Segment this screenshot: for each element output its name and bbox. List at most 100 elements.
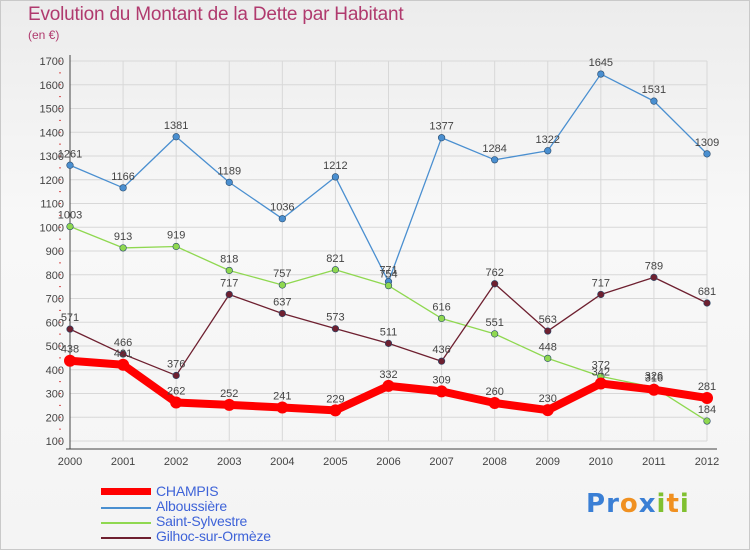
series-1-point <box>491 330 499 338</box>
grid <box>69 60 708 442</box>
y-tick-label: 1700 <box>40 56 64 68</box>
series-3-data-label: 262 <box>167 386 185 398</box>
series-0-data-label: 1531 <box>642 84 666 96</box>
series-0-point <box>119 184 127 192</box>
series-0-point <box>172 133 180 141</box>
series-3-data-label: 438 <box>61 344 79 356</box>
x-tick-label: 2005 <box>323 456 347 468</box>
series-1-point <box>544 354 552 362</box>
series-0-data-label: 1261 <box>58 148 82 160</box>
x-tick-label: 2004 <box>270 456 294 468</box>
series-1-data-label: 326 <box>645 370 663 382</box>
x-tick-label: 2011 <box>642 456 666 468</box>
y-tick-label: 800 <box>46 270 64 282</box>
series-0-point <box>278 215 286 223</box>
x-tick-label: 2009 <box>536 456 560 468</box>
series-3-point <box>117 358 130 371</box>
series-3-data-label: 252 <box>220 388 238 400</box>
series-3-data-label: 309 <box>432 374 450 386</box>
x-tick-label: 2002 <box>164 456 188 468</box>
series-3-point <box>64 354 76 367</box>
series-1-point <box>225 266 233 275</box>
series-2-data-label: 789 <box>645 260 663 272</box>
x-tick-label: 2001 <box>111 456 135 468</box>
series-3-data-label: 230 <box>539 393 557 405</box>
x-tick-label: 2010 <box>589 456 613 468</box>
x-tick-label: 2012 <box>695 456 719 468</box>
y-tick-label: 900 <box>46 246 64 258</box>
series-1-data-label: 821 <box>326 253 344 265</box>
legend-swatch-gilhoc <box>101 537 151 539</box>
series-2-point <box>66 325 74 333</box>
y-tick-label: 1200 <box>40 175 64 187</box>
series-3-point <box>488 397 501 409</box>
series-3-data-label: 281 <box>698 381 716 393</box>
series-2-data-label: 376 <box>167 358 185 370</box>
y-tick-label: 1000 <box>40 222 64 234</box>
y-tick-label: 200 <box>46 412 64 424</box>
series-2-data-label: 681 <box>698 286 716 298</box>
series-3-point <box>647 383 660 396</box>
series-0-point <box>597 70 605 78</box>
x-tick-label: 2006 <box>376 456 400 468</box>
series-3-data-label: 421 <box>114 348 132 360</box>
series-0-data-label: 1189 <box>217 165 241 177</box>
series-1-data-label: 1003 <box>58 210 82 222</box>
series-2-data-label: 637 <box>273 296 291 308</box>
series-1-data-label: 754 <box>379 269 397 281</box>
data-labels: 1261 1166 1381 1189 1036 1212 771 1377 1284 1322 1… <box>58 57 719 416</box>
y-tick-label: 1400 <box>40 127 64 139</box>
series-1-data-label: 448 <box>539 341 557 353</box>
y-tick-label: 400 <box>46 365 64 377</box>
series-0-data-label: 1036 <box>270 202 294 214</box>
y-tick-label: 500 <box>46 341 64 353</box>
series-0-point <box>437 134 446 142</box>
x-tick-label: 2000 <box>58 456 82 468</box>
x-tick-label: 2007 <box>429 456 453 468</box>
series-1-data-label: 372 <box>592 359 610 371</box>
series-2-point <box>225 290 233 299</box>
y-tick-label: 100 <box>46 436 64 448</box>
series-0-point <box>544 147 552 155</box>
series-3-data-label: 241 <box>273 391 291 403</box>
series-3-point <box>329 404 342 417</box>
series-2-point <box>278 309 286 318</box>
series-1-point <box>278 281 286 289</box>
series-1-data-label: 551 <box>485 317 503 329</box>
series-0-data-label: 1166 <box>111 171 135 183</box>
series-1-point <box>331 266 340 274</box>
series-0-data-label: 1322 <box>536 134 560 146</box>
y-tick-label: 300 <box>46 389 64 401</box>
series-1-point <box>119 244 127 252</box>
series-0-data-label: 1212 <box>323 160 347 172</box>
series-0-point <box>331 173 340 181</box>
series-0-data-label: 1309 <box>695 137 719 149</box>
y-tick-label: 1600 <box>40 80 64 92</box>
legend-label-alboussiere: Alboussière <box>156 498 227 514</box>
legend-swatch-alboussiere <box>101 507 151 509</box>
series-1-point <box>384 282 393 290</box>
series-1-data-label: 913 <box>114 231 132 243</box>
series-0-point <box>66 161 74 169</box>
axes: 1002003004005006007008009001000110012001… <box>40 55 719 468</box>
y-tick-label: 700 <box>46 294 64 306</box>
y-tick-label: 1300 <box>40 151 64 163</box>
series-3-point <box>223 398 236 411</box>
legend-label-gilhoc: Gilhoc-sur-Ormèze <box>156 528 271 544</box>
series-0-point <box>650 97 658 105</box>
series-2-data-label: 511 <box>380 326 398 338</box>
series-1-point <box>437 314 446 323</box>
chart-subtitle: (en €) <box>28 28 60 42</box>
series-0-data-label: 1284 <box>482 143 506 155</box>
series-0-data-label: 1381 <box>164 120 188 132</box>
series-2-point <box>172 371 180 380</box>
series-2-point <box>437 357 446 365</box>
series-1-data-label: 616 <box>432 301 450 313</box>
series-2-point <box>544 327 552 335</box>
series-2-point <box>119 350 127 358</box>
series-3-point <box>382 379 395 392</box>
series-points <box>64 70 713 425</box>
series-2-data-label: 717 <box>592 277 610 289</box>
series-3-point <box>701 392 713 405</box>
